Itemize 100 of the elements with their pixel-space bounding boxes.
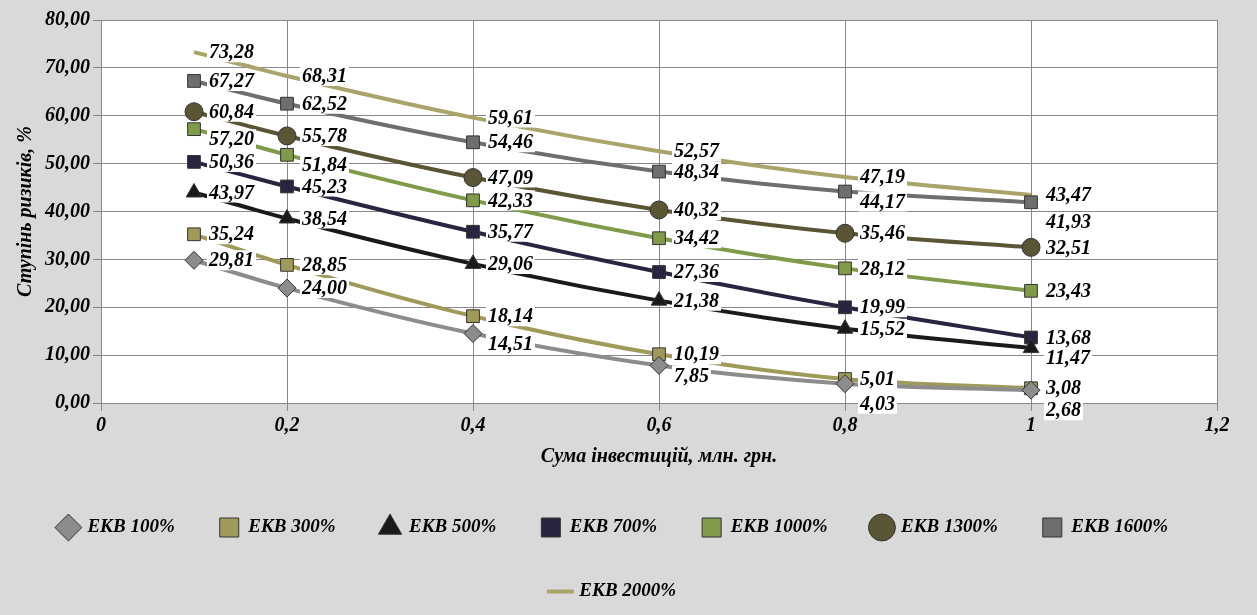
data-label: 54,46 (488, 130, 533, 153)
point (838, 184, 852, 199)
data-label: 41,93 (1045, 210, 1091, 233)
legend-label: ЕКВ 100% (86, 515, 175, 537)
x-tick-label: 0,8 (832, 413, 858, 436)
point (280, 96, 294, 111)
point (649, 200, 669, 220)
data-label: 43,97 (208, 180, 255, 203)
data-label: 28,12 (859, 256, 905, 279)
point (835, 223, 855, 243)
y-tick-label: 40,00 (44, 198, 90, 221)
y-tick-label: 30,00 (44, 246, 90, 269)
data-label: 47,09 (487, 165, 533, 188)
y-tick-label: 0,00 (55, 390, 90, 413)
legend-label: ЕКВ 700% (568, 515, 658, 537)
data-label: 73,28 (209, 40, 254, 63)
point (1021, 237, 1041, 257)
data-label: 59,61 (488, 105, 533, 128)
data-label: 35,24 (208, 222, 254, 245)
point (649, 355, 669, 375)
data-label: 45,23 (301, 174, 347, 197)
point (277, 278, 297, 298)
y-tick-label: 70,00 (45, 55, 90, 78)
data-label: 24,00 (301, 276, 347, 299)
x-tick-label: 1,2 (1204, 413, 1230, 436)
data-label: 38,54 (301, 206, 347, 229)
point (1024, 283, 1038, 298)
data-label: 68,31 (302, 64, 347, 87)
data-label: 28,85 (301, 253, 347, 276)
y-tick-label: 60,00 (45, 102, 90, 125)
data-label: 57,20 (209, 127, 254, 150)
data-label: 40,32 (673, 198, 719, 221)
legend-label: ЕКВ 1600% (1070, 515, 1169, 537)
legend-label: ЕКВ 1000% (729, 515, 828, 537)
legend-label: ЕКВ 2000% (578, 579, 677, 601)
data-label: 18,14 (488, 304, 533, 327)
data-label: 7,85 (674, 363, 709, 386)
legend-label: ЕКВ 500% (408, 515, 497, 537)
point (187, 227, 201, 242)
y-tick-label: 50,00 (45, 150, 90, 173)
data-label: 5,01 (860, 367, 895, 390)
point (184, 250, 204, 270)
point (1024, 195, 1038, 210)
data-label: 27,36 (673, 260, 719, 283)
point (466, 224, 480, 239)
x-tick-label: 1 (1026, 413, 1036, 436)
data-label: 19,99 (860, 295, 905, 318)
point (187, 122, 201, 137)
point (463, 324, 483, 344)
point (280, 179, 294, 194)
data-label: 52,57 (674, 139, 720, 162)
data-label: 35,46 (859, 221, 905, 244)
point (184, 102, 204, 122)
point (466, 309, 480, 324)
data-label: 32,51 (1045, 235, 1091, 258)
data-label: 14,51 (488, 331, 533, 354)
data-label: 67,27 (209, 69, 255, 92)
data-label: 51,84 (302, 152, 347, 175)
data-label: 29,81 (208, 248, 254, 271)
data-label: 3,08 (1045, 376, 1081, 399)
y-tick-label: 20,00 (44, 294, 90, 317)
data-label: 42,33 (487, 188, 533, 211)
data-label: 62,52 (302, 91, 347, 114)
x-tick-label: 0,4 (460, 413, 486, 436)
data-label: 47,19 (859, 165, 905, 188)
data-label: 35,77 (487, 219, 534, 242)
legend-label: ЕКВ 1300% (899, 515, 998, 537)
data-label: 13,68 (1046, 325, 1091, 348)
y-axis-title: Ступінь ризиків, % (13, 126, 37, 297)
point (652, 265, 666, 279)
data-label: 60,84 (209, 99, 254, 122)
x-tick-label: 0,6 (646, 413, 672, 436)
data-label: 55,78 (302, 124, 347, 147)
data-label: 34,42 (673, 226, 719, 249)
point (280, 147, 294, 162)
data-label: 15,52 (860, 316, 905, 339)
data-label: 29,06 (487, 252, 533, 275)
data-label: 50,36 (209, 150, 254, 173)
point (838, 261, 852, 276)
point (835, 374, 855, 394)
x-axis-title: Сума інвестицій, млн. грн. (540, 444, 778, 468)
point (280, 258, 294, 272)
y-tick-label: 10,00 (45, 342, 90, 365)
y-tick-label: 80,00 (45, 7, 90, 30)
x-tick-label: 0 (96, 413, 106, 436)
data-label: 4,03 (859, 391, 895, 414)
data-label: 23,43 (1045, 279, 1091, 301)
point (463, 168, 483, 188)
data-label: 48,34 (673, 159, 719, 182)
point (466, 135, 480, 150)
legend-label: ЕКВ 300% (247, 515, 336, 537)
data-label: 2,68 (1045, 398, 1081, 421)
data-label: 43,47 (1045, 183, 1092, 206)
point (652, 231, 666, 246)
point (838, 300, 852, 315)
data-label: 21,38 (673, 288, 719, 311)
point (466, 193, 480, 208)
point (187, 155, 201, 169)
data-label: 10,19 (674, 342, 719, 365)
point (187, 74, 201, 88)
